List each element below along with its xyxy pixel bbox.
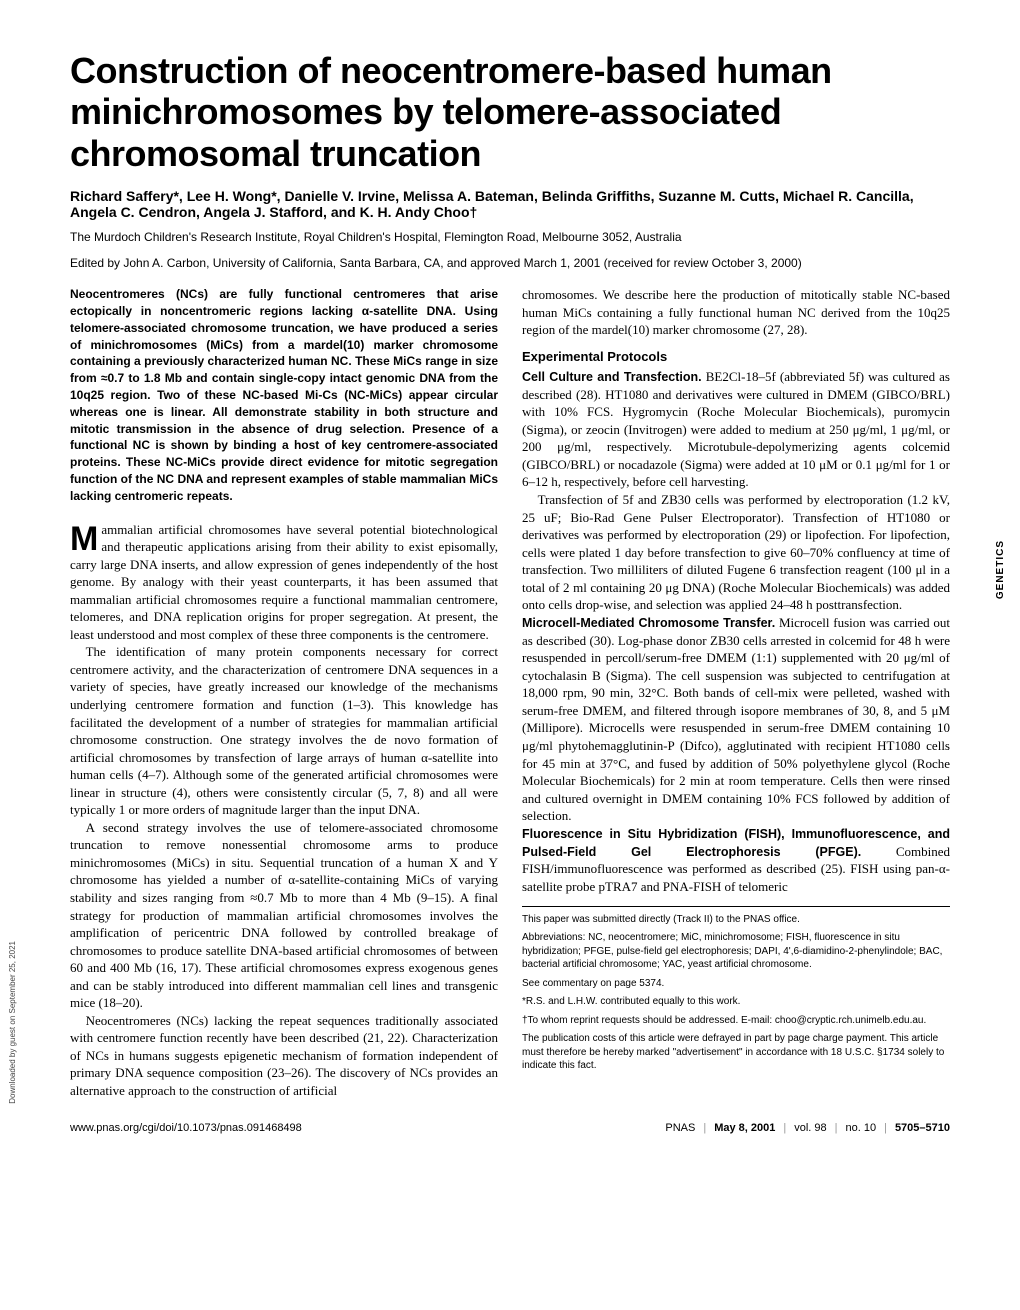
- intro-paragraph-2: The identification of many protein compo…: [70, 643, 498, 818]
- two-column-body: Neocentromeres (NCs) are fully functiona…: [70, 286, 950, 1099]
- footer-pnas: PNAS: [665, 1122, 695, 1134]
- abstract: Neocentromeres (NCs) are fully functiona…: [70, 286, 498, 504]
- section-heading-experimental: Experimental Protocols: [522, 349, 950, 364]
- page-footer: www.pnas.org/cgi/doi/10.1073/pnas.091468…: [70, 1122, 950, 1134]
- intro-paragraph-3: A second strategy involves the use of te…: [70, 819, 498, 1012]
- microcell-body: Microcell fusion was carried out as desc…: [522, 615, 950, 823]
- authors-line: Richard Saffery*, Lee H. Wong*, Danielle…: [70, 188, 950, 220]
- cell-culture-paragraph-1: Cell Culture and Transfection. BE2Cl-18–…: [522, 368, 950, 491]
- footer-date: May 8, 2001: [714, 1122, 775, 1134]
- footnote-submitted: This paper was submitted directly (Track…: [522, 913, 950, 927]
- footer-doi: www.pnas.org/cgi/doi/10.1073/pnas.091468…: [70, 1122, 302, 1134]
- intro-paragraph-4: Neocentromeres (NCs) lacking the repeat …: [70, 1012, 498, 1100]
- dropcap-m: M: [70, 521, 101, 554]
- footer-no: no. 10: [845, 1122, 876, 1134]
- footer-pages: 5705–5710: [895, 1122, 950, 1134]
- download-watermark: Downloaded by guest on September 25, 202…: [8, 941, 17, 1104]
- footnote-correspondence: †To whom reprint requests should be addr…: [522, 1014, 950, 1028]
- runin-microcell: Microcell-Mediated Chromosome Transfer.: [522, 616, 775, 630]
- footnote-abbreviations: Abbreviations: NC, neocentromere; MiC, m…: [522, 931, 950, 972]
- cell-culture-body-1: BE2Cl-18–5f (abbreviated 5f) was culture…: [522, 369, 950, 490]
- footer-citation: PNAS | May 8, 2001 | vol. 98 | no. 10 | 5705–571…: [665, 1122, 950, 1134]
- section-tab-genetics: GENETICS: [995, 540, 1006, 599]
- affiliation-line: The Murdoch Children's Research Institut…: [70, 230, 950, 244]
- intro-paragraph-1-text: ammalian artificial chromosomes have sev…: [70, 522, 498, 642]
- fish-paragraph: Fluorescence in Situ Hybridization (FISH…: [522, 825, 950, 896]
- runin-cell-culture: Cell Culture and Transfection.: [522, 370, 702, 384]
- microcell-paragraph: Microcell-Mediated Chromosome Transfer. …: [522, 614, 950, 825]
- intro-paragraph-1: Mammalian artificial chromosomes have se…: [70, 521, 498, 644]
- footnote-equal-contrib: *R.S. and L.H.W. contributed equally to …: [522, 995, 950, 1009]
- footer-pipe-4: |: [884, 1122, 887, 1134]
- edited-line: Edited by John A. Carbon, University of …: [70, 256, 950, 270]
- footnote-publication-costs: The publication costs of this article we…: [522, 1032, 950, 1073]
- article-title: Construction of neocentromere-based huma…: [70, 50, 950, 174]
- footer-pipe-1: |: [703, 1122, 706, 1134]
- footer-vol: vol. 98: [794, 1122, 826, 1134]
- footnote-commentary: See commentary on page 5374.: [522, 977, 950, 991]
- footer-pipe-3: |: [835, 1122, 838, 1134]
- intro-paragraph-5: chromosomes. We describe here the produc…: [522, 286, 950, 339]
- footer-pipe-2: |: [783, 1122, 786, 1134]
- cell-culture-paragraph-2: Transfection of 5f and ZB30 cells was pe…: [522, 491, 950, 614]
- footnotes-block: This paper was submitted directly (Track…: [522, 906, 950, 1073]
